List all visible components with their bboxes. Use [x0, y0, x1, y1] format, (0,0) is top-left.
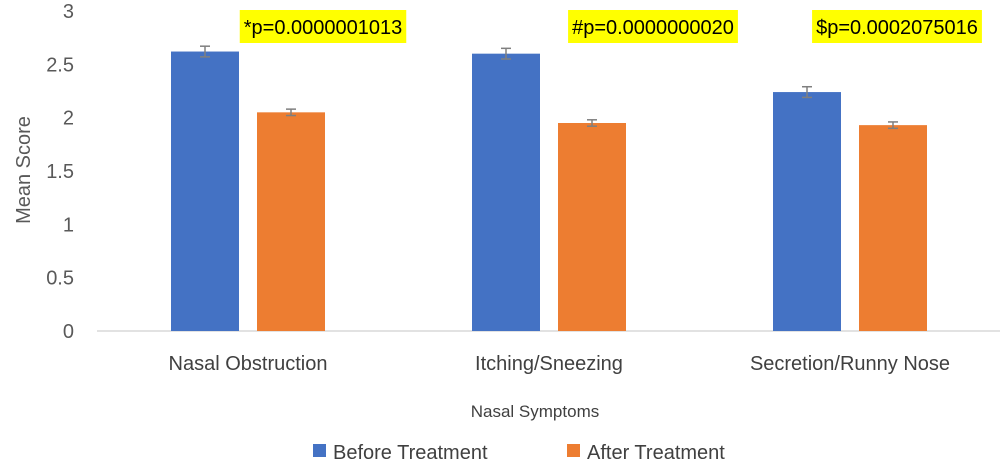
- y-tick-label: 0: [63, 321, 74, 343]
- error-bar: [286, 108, 296, 117]
- bar-before-1: [171, 51, 239, 332]
- p-value-annotation: #p=0.0000000020: [568, 10, 738, 43]
- error-bars: [200, 45, 898, 130]
- p-value-text: $p=0.0002075016: [816, 17, 978, 39]
- y-axis-title: Mean Score: [13, 116, 35, 224]
- y-tick-label: 2.5: [46, 54, 74, 76]
- p-value-annotation: *p=0.0000001013: [239, 10, 407, 43]
- y-axis-ticks: 0 0.5 1 1.5 2 2.5 3: [46, 1, 74, 343]
- y-tick-label: 1: [63, 214, 74, 236]
- y-tick-label: 1.5: [46, 161, 74, 183]
- x-category-label: Secretion/Runny Nose: [750, 353, 950, 375]
- legend-label: Before Treatment: [333, 442, 488, 464]
- bar-after-3: [859, 125, 927, 331]
- legend-swatch: [567, 444, 580, 457]
- x-axis-categories: Nasal Obstruction Itching/Sneezing Secreti…: [169, 353, 951, 375]
- legend-swatch: [313, 444, 326, 457]
- bars: [171, 51, 927, 332]
- legend-item: After Treatment: [567, 442, 725, 464]
- p-value-text: #p=0.0000000020: [572, 17, 734, 39]
- x-axis-title: Nasal Symptoms: [471, 402, 599, 421]
- error-bar: [888, 121, 898, 130]
- bar-after-1: [257, 112, 325, 331]
- x-category-label: Nasal Obstruction: [169, 353, 328, 375]
- legend-item: Before Treatment: [313, 442, 488, 464]
- y-tick-label: 0.5: [46, 268, 74, 290]
- legend: Before Treatment After Treatment: [313, 442, 725, 464]
- bar-before-2: [472, 53, 540, 332]
- x-category-label: Itching/Sneezing: [475, 353, 623, 375]
- legend-label: After Treatment: [587, 442, 725, 464]
- error-bar: [200, 45, 210, 58]
- error-bar: [501, 47, 511, 60]
- y-tick-label: 2: [63, 108, 74, 130]
- p-value-annotations: *p=0.0000001013 #p=0.0000000020 $p=0.00020…: [239, 10, 982, 43]
- bar-before-3: [773, 92, 841, 331]
- error-bar: [802, 85, 812, 99]
- error-bar: [587, 119, 597, 127]
- bar-after-2: [558, 123, 626, 331]
- p-value-text: *p=0.0000001013: [244, 17, 403, 39]
- y-tick-label: 3: [63, 1, 74, 23]
- p-value-annotation: $p=0.0002075016: [812, 10, 982, 43]
